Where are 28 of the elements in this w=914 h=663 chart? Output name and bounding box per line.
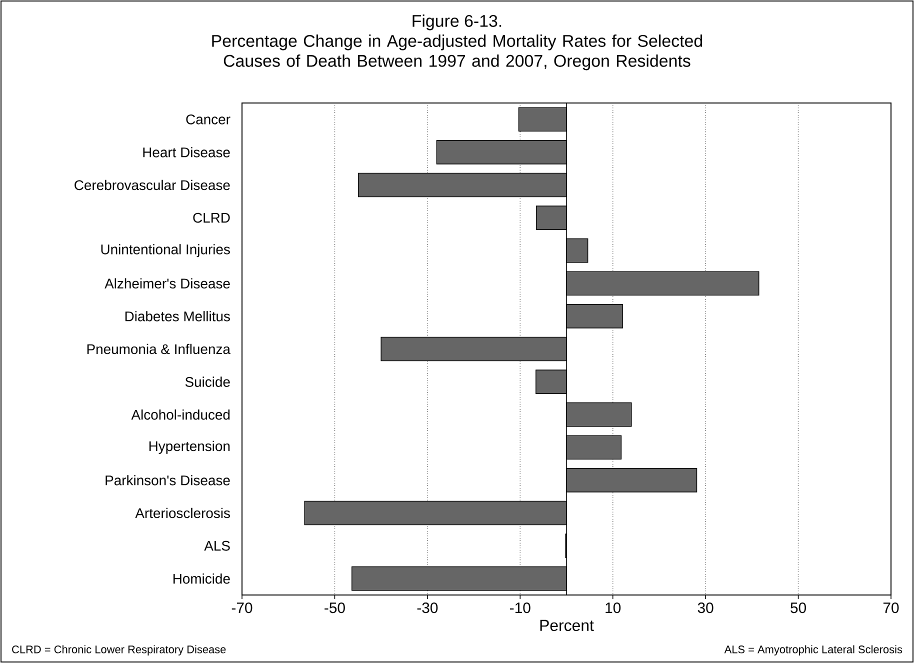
x-tick-label: 10 — [606, 602, 621, 614]
x-tick-label: -50 — [324, 602, 345, 614]
y-tick-label: Suicide — [185, 376, 230, 387]
y-tick-label: Cerebrovascular Disease — [74, 180, 230, 190]
y-tick-label: Unintentional Injuries — [101, 244, 230, 258]
y-tick-label: Alcohol-induced — [131, 409, 230, 420]
x-tick-label: 30 — [698, 602, 714, 614]
y-tick-label: Arteriosclerosis — [135, 508, 230, 518]
x-tick-label: -30 — [417, 602, 438, 614]
y-tick-label: Pneumonia & Influenza — [87, 344, 230, 354]
y-tick-label: Heart Disease — [143, 147, 230, 158]
chart-title: Figure 6-13. — [412, 14, 502, 30]
y-tick-label: Diabetes Mellitus — [125, 311, 230, 322]
x-axis-title: Percent — [540, 620, 594, 632]
y-tick-label: Hypertension — [149, 440, 230, 454]
text: ALS = Amyotrophic Lateral Sclerosis — [724, 645, 902, 656]
y-tick-label: Cancer — [186, 114, 230, 124]
y-tick-label: Alzheimer's Disease — [104, 278, 230, 289]
y-tick-label: Parkinson's Disease — [106, 475, 230, 486]
x-tick-label: -70 — [232, 602, 252, 614]
text: CLRD = Chronic Lower Respiratory Disease — [12, 645, 226, 656]
x-tick-label: 70 — [883, 602, 899, 614]
chart-subtitle: Percentage Change in Age-adjusted Mortality Rates for Selected Causes of Death Between 1997 and 2007, Oregon Residents — [212, 34, 702, 70]
x-tick-label: 50 — [790, 602, 806, 614]
y-tick-label: CLRD — [193, 212, 230, 223]
y-tick-label: Homicide — [173, 573, 230, 584]
x-tick-label: -10 — [510, 602, 530, 614]
y-tick-label: ALS — [204, 540, 230, 551]
